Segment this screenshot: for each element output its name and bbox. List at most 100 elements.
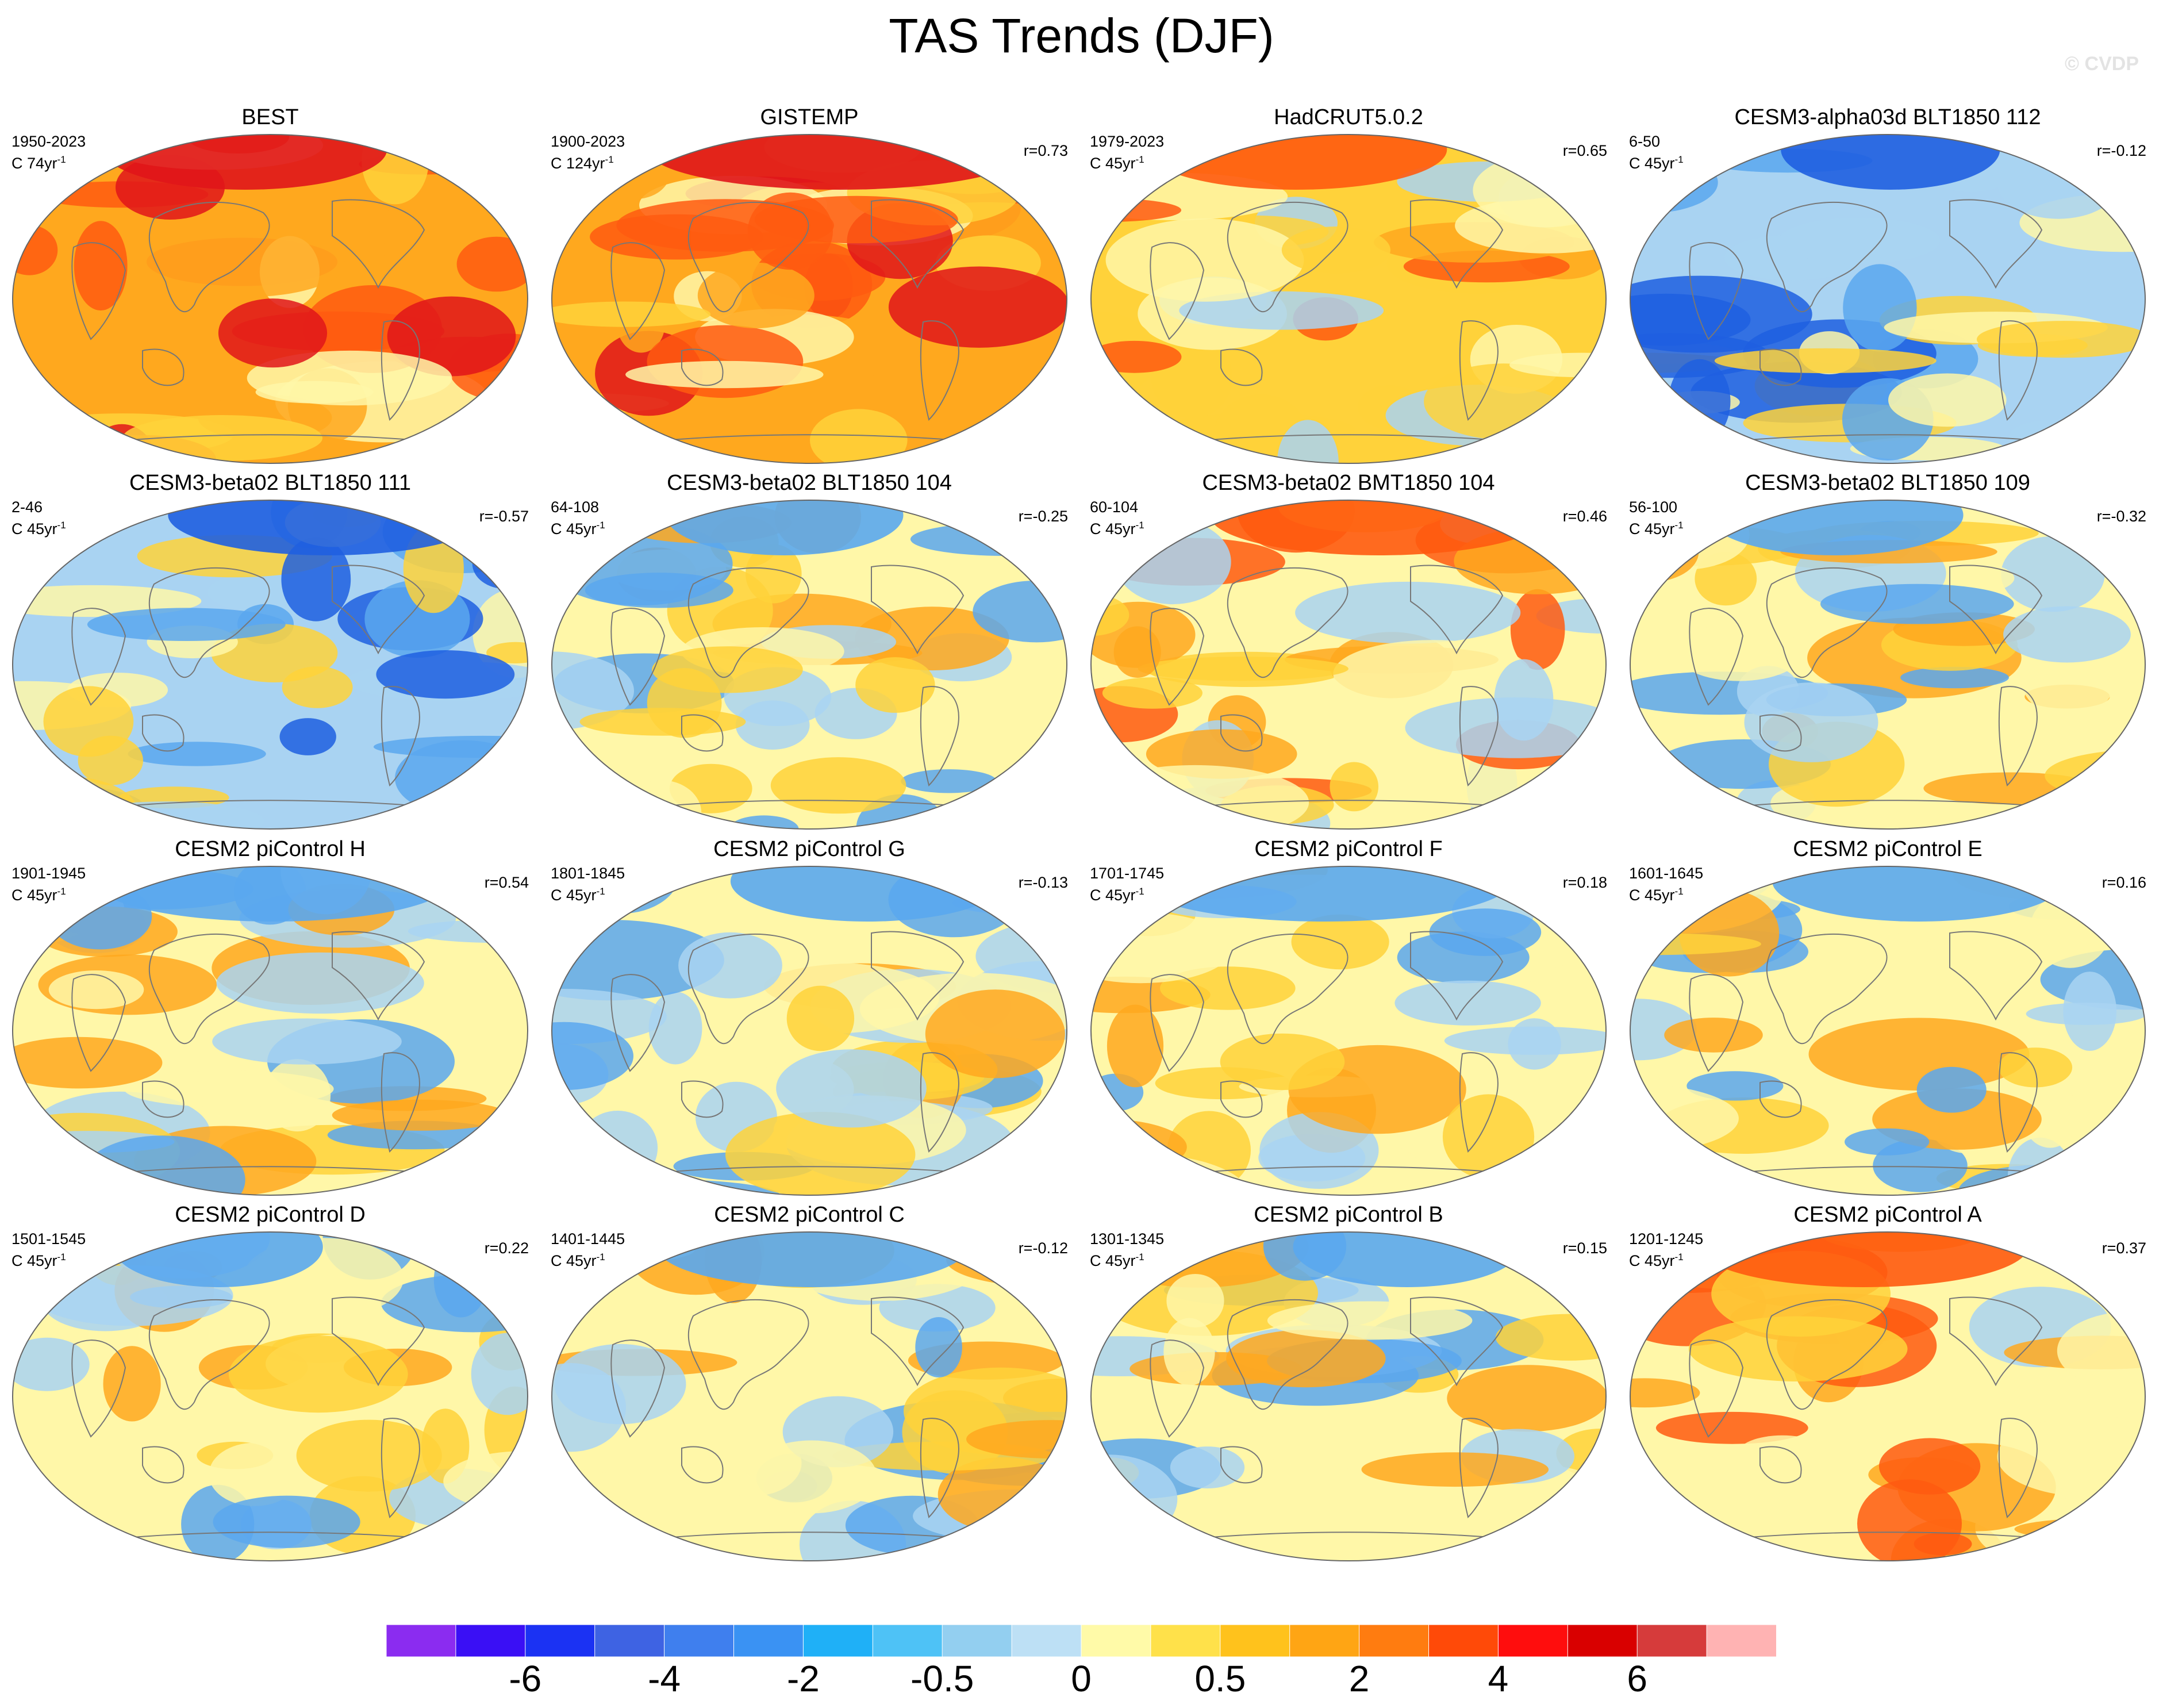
map-outline [1630,866,2146,1196]
map-panel: CESM3-alpha03d BLT1850 112 6-50 C 45yr-1 r=… [1618,105,2158,470]
colorbar-tick-label: 0 [1071,1658,1092,1699]
anomaly-blob [395,740,528,816]
anomaly-blob [1525,963,1606,1024]
coastline [1150,242,1205,340]
map-field [13,500,528,829]
coastline [142,348,185,386]
map-outline [1630,1231,2146,1561]
anomaly-blob [1668,431,1720,452]
coastline [1410,199,1504,289]
anomaly-blob [678,932,782,999]
map-outline [551,1231,1067,1561]
panel-title: CESM3-beta02 BLT1850 104 [667,471,952,495]
anomaly-blob [281,537,351,621]
anomaly-blob [552,651,634,730]
units-text: C 45yr [1090,1252,1136,1269]
anomaly-blob [1688,1316,1908,1381]
coastline [681,1080,724,1118]
units-exponent: -1 [57,1252,66,1262]
coastline [1998,686,2038,786]
anomaly-blob [855,607,1009,671]
anomaly-blob [810,409,908,463]
coastline [681,1446,724,1484]
panel-period: 56-100 [1629,498,1678,516]
coastline [687,1299,809,1410]
anomaly-blob [1291,914,1389,970]
anomaly-blob [122,415,322,461]
anomaly-blob [213,1495,360,1548]
coastline [332,565,425,655]
map-panel: CESM2 piControl C 1401-1445 C 45yr-1 r=-0.1… [539,1202,1079,1568]
map-outline [1090,866,1607,1196]
coastline [1150,608,1205,706]
trend-map [12,134,528,464]
colorbar-tick-label: 4 [1488,1658,1509,1699]
coastline [1949,199,2043,289]
anomaly-blob [228,1335,408,1413]
panel-units: C 45yr-1 [551,1248,605,1270]
anomaly-blob [1964,1545,2145,1561]
anomaly-blob [855,657,935,713]
panel-period: 1950-2023 [11,133,86,150]
arctic-anomaly [1699,1232,2028,1287]
map-field [13,866,528,1195]
coastline [1220,1080,1263,1118]
anomaly-blob [1281,227,1390,274]
anomaly-blob [376,650,515,699]
trend-map [551,866,1067,1196]
colorbar-tick-label: -6 [509,1658,542,1699]
colorbar-swatch [1497,1625,1569,1657]
anomaly-blob [1429,908,1542,956]
anomaly-blob [1509,352,1606,378]
units-exponent: -1 [57,886,66,897]
anomaly-blob [1138,657,1348,681]
coastline [381,1052,420,1153]
colorbar-swatch [594,1625,665,1657]
anomaly-blob [2001,536,2105,612]
panel-period: 1501-1545 [11,1230,86,1248]
anomaly-blob [87,608,286,641]
coastline [142,1446,185,1484]
coastline [142,714,185,752]
map-panel: CESM2 piControl A 1201-1245 C 45yr-1 r=0.37 [1618,1202,2158,1568]
units-exponent: -1 [1135,520,1144,531]
panel-title: CESM3-beta02 BLT1850 111 [129,471,412,495]
units-exponent: -1 [1135,1252,1144,1262]
colorbar-tick-label: -0.5 [910,1658,974,1699]
coastline [1459,320,1499,421]
colorbar-swatch [664,1625,735,1657]
map-outline [1090,134,1607,464]
panel-units: C 45yr-1 [1090,882,1144,904]
panel-correlation: r=-0.25 [1018,508,1068,525]
panel-correlation: r=-0.13 [1018,874,1068,891]
coastline [1410,1296,1504,1387]
panel-period: 1900-2023 [551,133,625,150]
coastline [142,1080,185,1118]
panel-period: 1701-1745 [1090,865,1165,882]
anomaly-blob [579,708,746,736]
panel-units: C 45yr-1 [11,516,66,538]
units-exponent: -1 [1674,886,1684,897]
anomaly-blob [729,815,799,829]
anomaly-blob [1528,1510,1606,1558]
panel-correlation: r=0.16 [2101,874,2146,891]
arctic-anomaly [113,1232,323,1287]
trend-map [1630,866,2146,1196]
coastline [681,714,724,752]
coastline [71,974,126,1072]
colorbar-tick-label: 6 [1627,1658,1647,1699]
colorbar-tick-label: -2 [786,1658,820,1699]
anomaly-blob [1630,1510,1710,1561]
anomaly-blob [1442,1094,1535,1179]
arctic-anomaly [730,866,1005,922]
anomaly-blob [1510,589,1565,670]
anomaly-blob [279,718,336,755]
map-panel: BEST 1950-2023 C 74yr-1 [0,105,540,470]
map-outline [12,1231,528,1561]
panel-units: C 45yr-1 [11,882,66,904]
anomaly-blob [212,1018,402,1065]
panel-title: GISTEMP [760,105,859,129]
coastline [148,933,270,1045]
coastline [610,974,666,1072]
anomaly-blob [2030,892,2111,968]
